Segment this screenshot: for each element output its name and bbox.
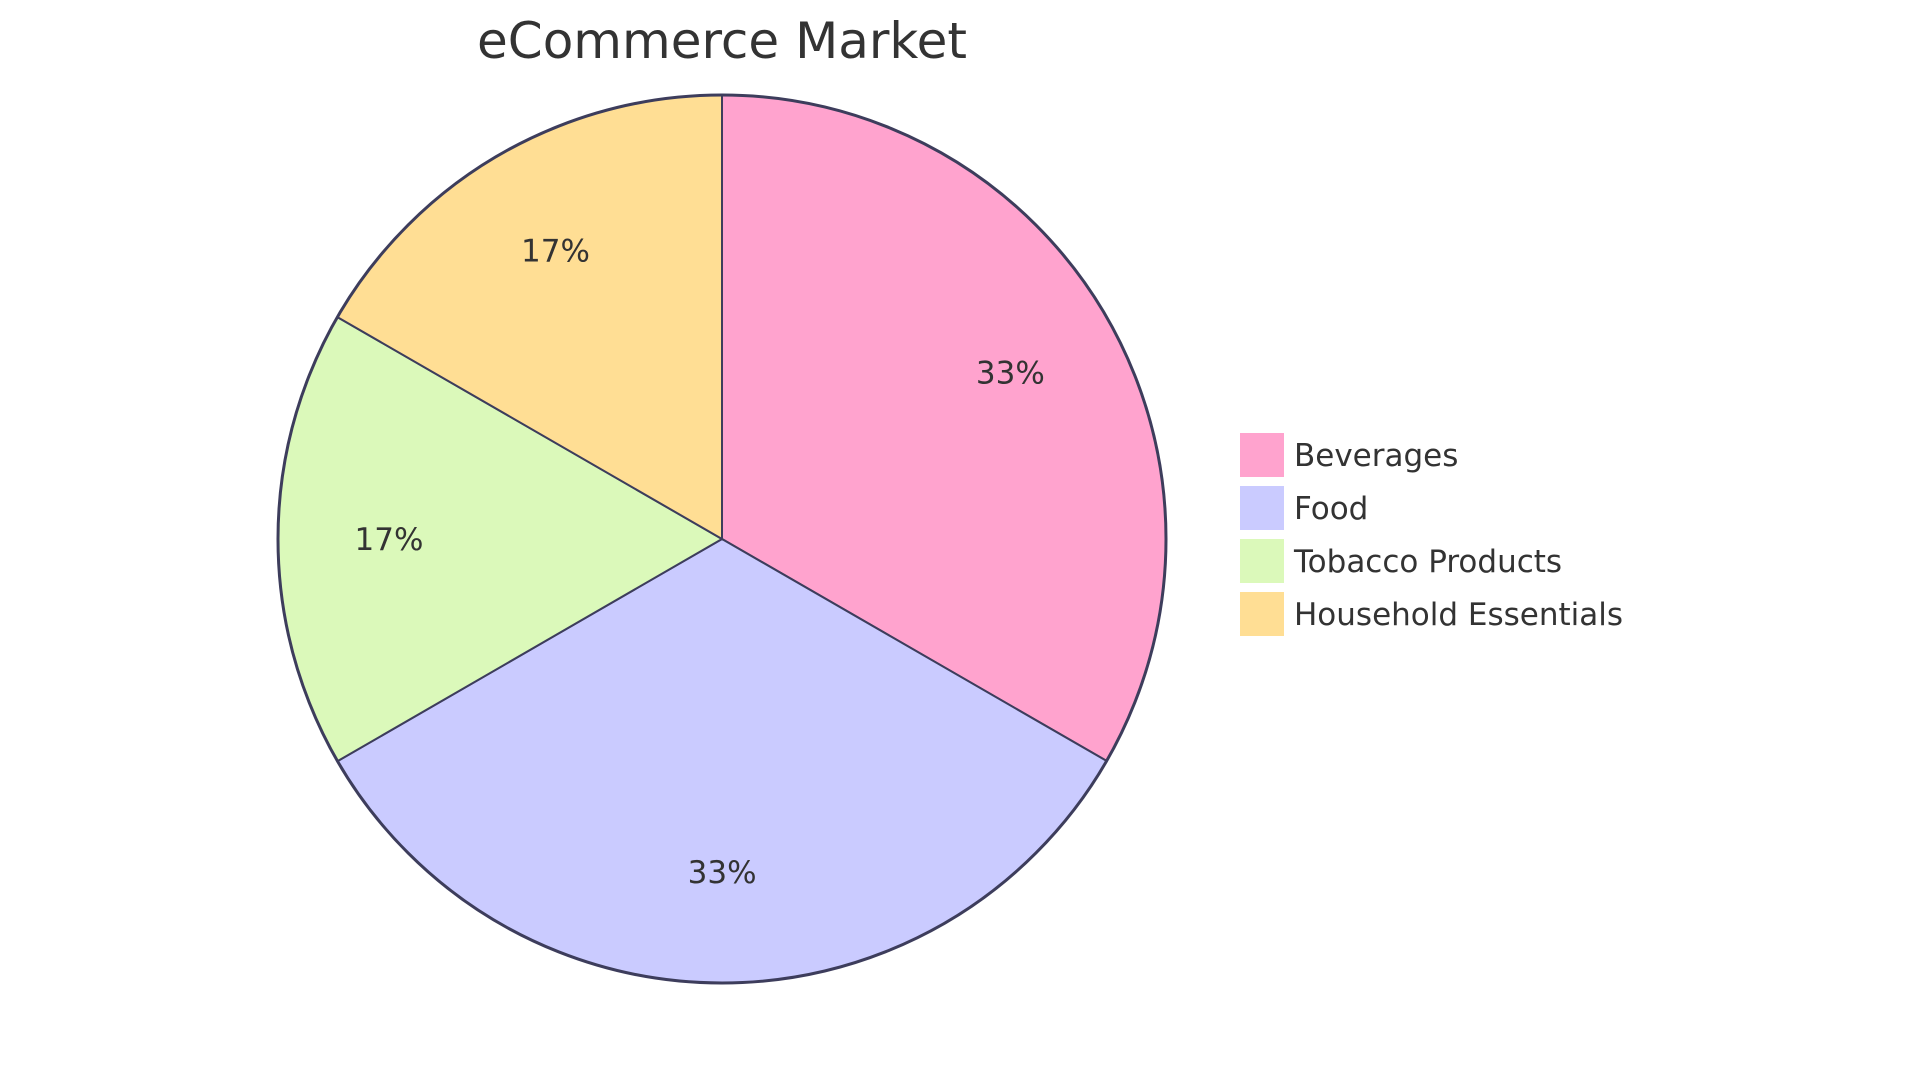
- legend-swatch: [1240, 486, 1284, 530]
- legend-label: Food: [1294, 491, 1368, 527]
- chart-title: eCommerce Market: [477, 12, 967, 70]
- slice-percent-label: 33%: [688, 855, 757, 891]
- legend-swatch: [1240, 433, 1284, 477]
- slice-percent-label: 17%: [521, 234, 590, 270]
- legend-label: Beverages: [1294, 438, 1458, 474]
- legend-swatch: [1240, 592, 1284, 636]
- slice-percent-label: 33%: [976, 355, 1045, 391]
- legend-label: Tobacco Products: [1293, 544, 1562, 580]
- legend-label: Household Essentials: [1294, 597, 1623, 633]
- slice-percent-label: 17%: [355, 522, 424, 558]
- legend-swatch: [1240, 539, 1284, 583]
- pie-outline: [276, 93, 1168, 985]
